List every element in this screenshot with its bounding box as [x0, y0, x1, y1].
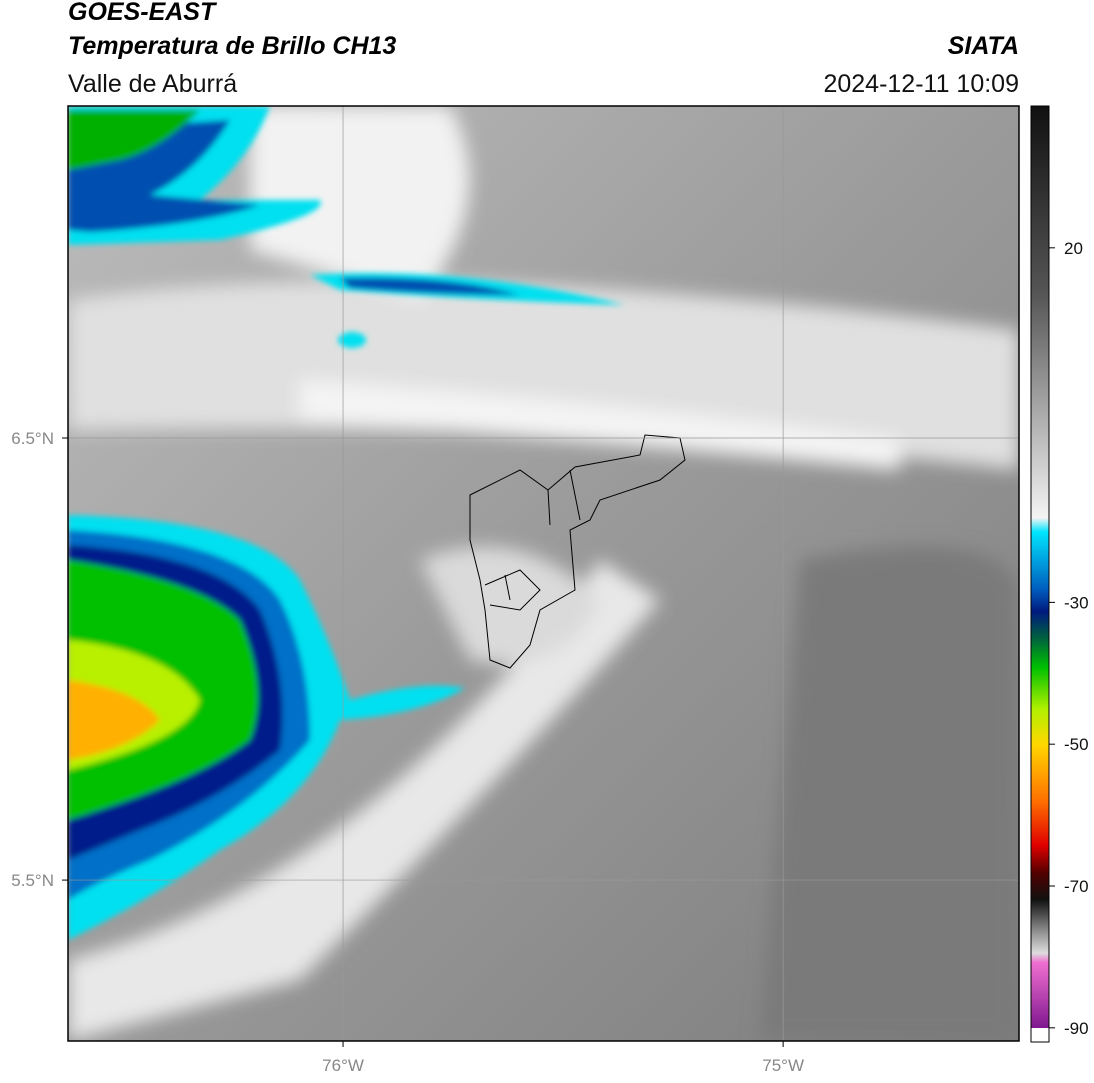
colorbar-tick-label: -30	[1064, 593, 1089, 612]
colorbar-tick-label: -90	[1064, 1019, 1089, 1038]
satellite-image	[68, 106, 1019, 1041]
y-tick-label: 6.5°N	[11, 429, 54, 448]
colorbar-tick-label: -50	[1064, 735, 1089, 754]
grid	[68, 106, 1019, 1041]
y-tick-label: 5.5°N	[11, 871, 54, 890]
x-tick-label: 76°W	[322, 1056, 364, 1075]
source: SIATA	[948, 32, 1019, 60]
colorbar-tick-label: 20	[1064, 239, 1083, 258]
colorbar	[1030, 105, 1050, 1043]
datetime: 2024-12-11 10:09	[823, 70, 1019, 98]
map-frame	[67, 105, 1020, 1042]
x-tick-label: 75°W	[762, 1056, 804, 1075]
basin-outline	[469, 434, 686, 669]
region: Valle de Aburrá	[68, 70, 237, 98]
title: GOES-EAST	[68, 0, 218, 26]
subtitle: Temperatura de Brillo CH13	[68, 32, 396, 60]
colorbar-tick-label: -70	[1064, 877, 1089, 896]
